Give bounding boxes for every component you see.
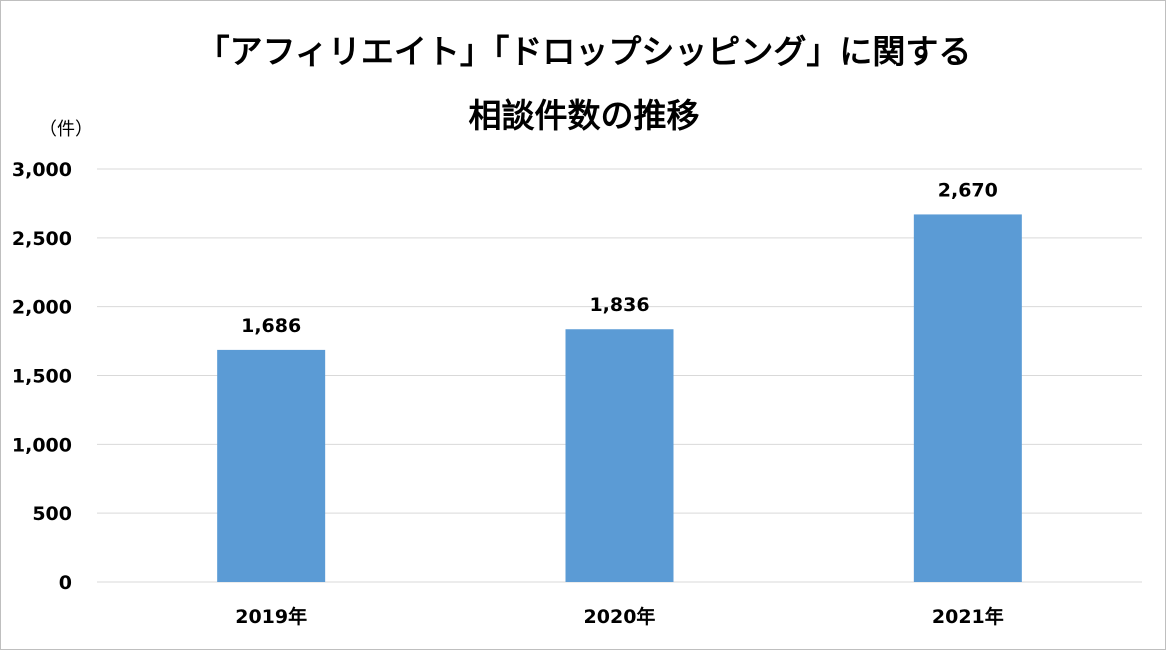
bars (217, 214, 1022, 582)
y-tick-label: 1,000 (12, 434, 72, 456)
data-label: 2,670 (938, 179, 998, 201)
x-tick-label: 2019年 (235, 605, 307, 628)
data-labels: 1,686 1,836 2,670 (241, 179, 998, 336)
x-tick-label: 2020年 (584, 605, 656, 628)
data-label: 1,836 (589, 294, 649, 316)
y-tick-label: 3,000 (12, 159, 72, 181)
data-label: 1,686 (241, 315, 301, 337)
y-axis: 0 500 1,000 1,500 2,000 2,500 3,000 (12, 159, 72, 594)
y-axis-unit-label: （件） (39, 119, 93, 140)
bar (913, 214, 1022, 582)
bar (565, 329, 674, 582)
y-tick-label: 1,500 (12, 366, 72, 388)
x-tick-label: 2021年 (932, 605, 1004, 628)
y-tick-label: 2,500 (12, 228, 72, 250)
x-axis: 2019年 2020年 2021年 (235, 605, 1004, 628)
y-tick-label: 500 (32, 503, 72, 525)
y-tick-label: 0 (59, 572, 72, 594)
y-tick-label: 2,000 (12, 297, 72, 319)
chart-title-line1: 「アフィリエイト」「ドロップシッピング」に関する (196, 32, 972, 71)
chart-title-line2: 相談件数の推移 (468, 96, 700, 135)
bar (217, 349, 326, 582)
